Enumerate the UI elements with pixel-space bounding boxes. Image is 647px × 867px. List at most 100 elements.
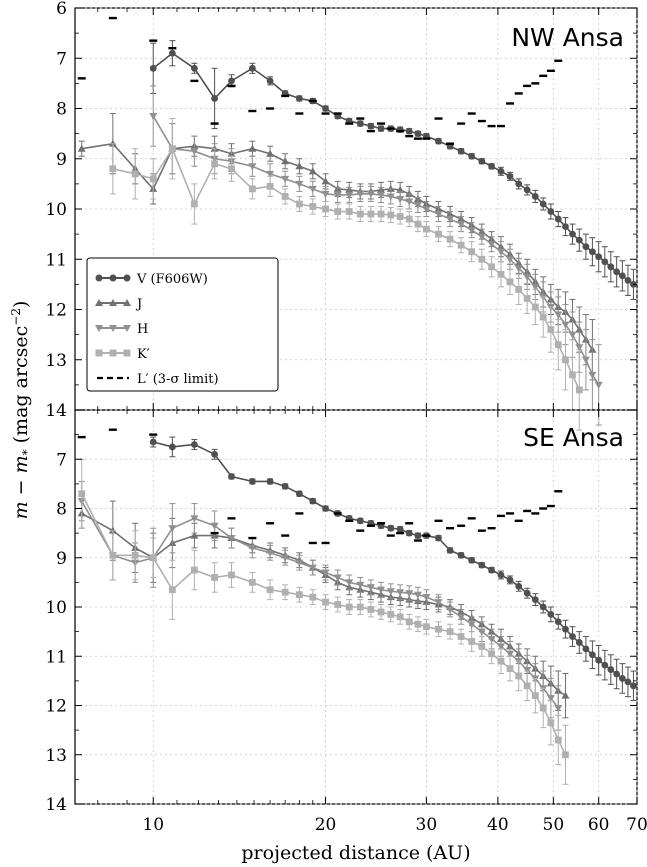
- data-point: [345, 603, 353, 611]
- data-point: [569, 371, 576, 379]
- data-point: [569, 230, 576, 238]
- data-point: [281, 588, 289, 596]
- legend-marker-v: [123, 274, 131, 282]
- data-point: [467, 621, 476, 629]
- legend-marker-k: [109, 349, 117, 357]
- y-axis-title-units-sup: −2: [9, 308, 23, 326]
- data-point: [356, 190, 365, 198]
- data-point: [227, 535, 236, 543]
- data-point: [266, 549, 275, 557]
- x-tick-label: 10: [142, 815, 164, 835]
- data-point: [613, 670, 621, 678]
- legend: V (F606W) J H K′ L′ (3-σ limit): [86, 257, 279, 392]
- data-point: [457, 551, 465, 559]
- x-axis-title: projected distance (AU): [241, 842, 470, 864]
- data-point: [594, 381, 603, 389]
- data-point: [211, 160, 219, 168]
- data-point: [588, 248, 596, 256]
- data-point: [248, 144, 257, 152]
- data-point: [210, 522, 219, 530]
- legend-box: [86, 257, 279, 392]
- data-point: [77, 144, 86, 152]
- data-point: [575, 639, 583, 646]
- x-tick-label: 30: [416, 815, 438, 835]
- legend-marker-k: [95, 349, 103, 357]
- data-point: [601, 661, 609, 669]
- data-point: [514, 265, 523, 273]
- plot-area-nw: [77, 16, 637, 431]
- data-point: [467, 227, 476, 235]
- legend-label-j: J: [135, 297, 142, 312]
- data-point: [295, 180, 304, 188]
- data-point: [506, 665, 514, 672]
- data-point: [446, 546, 454, 554]
- y-tick-label: 8: [56, 500, 67, 520]
- data-point: [506, 278, 514, 286]
- data-point: [248, 578, 256, 586]
- data-point: [228, 77, 235, 85]
- data-point: [131, 170, 139, 178]
- y-axis-title-units-close: ): [10, 301, 32, 308]
- data-point: [546, 695, 555, 703]
- data-point: [396, 613, 404, 621]
- data-point: [478, 157, 486, 165]
- data-point: [168, 49, 176, 57]
- data-point: [377, 608, 385, 616]
- data-point: [377, 586, 386, 594]
- data-point: [356, 581, 365, 589]
- panel-label-se: SE Ansa: [523, 423, 624, 452]
- y-tick-label: 13: [45, 351, 67, 371]
- data-point: [248, 544, 257, 552]
- data-point: [468, 556, 476, 564]
- data-point: [488, 650, 495, 658]
- legend-marker-j: [95, 299, 103, 306]
- data-point: [515, 582, 523, 590]
- legend-entry-j: J: [95, 297, 142, 312]
- data-point: [190, 148, 199, 156]
- data-point: [295, 591, 303, 599]
- data-point: [488, 263, 495, 271]
- panel-se-ansa: 7 8 9 10 11 12 13 14 SE Ansa: [45, 409, 638, 815]
- y-tick-label: 10: [45, 598, 67, 618]
- data-point: [496, 643, 505, 651]
- data-point: [211, 95, 219, 102]
- data-point: [281, 554, 290, 562]
- data-point: [131, 551, 139, 559]
- data-point: [477, 628, 486, 636]
- data-point: [434, 599, 443, 607]
- data-point: [595, 656, 603, 664]
- data-point: [446, 628, 454, 636]
- data-point: [554, 704, 563, 712]
- data-point: [624, 276, 632, 284]
- data-point: [554, 736, 562, 744]
- data-point: [568, 331, 577, 339]
- data-point: [345, 579, 354, 587]
- data-point: [496, 248, 505, 256]
- x-tick-label: 70: [626, 815, 647, 835]
- data-point: [322, 598, 329, 606]
- data-point: [630, 682, 637, 690]
- data-point: [345, 191, 354, 199]
- data-point: [523, 589, 531, 597]
- data-point: [367, 210, 375, 218]
- data-point: [582, 645, 590, 653]
- data-point: [539, 313, 547, 321]
- data-point: [478, 561, 486, 569]
- data-point: [190, 566, 198, 574]
- data-point: [414, 620, 422, 628]
- x-tick-label: 20: [315, 815, 337, 835]
- y-axis-title-main: m − m: [10, 455, 32, 519]
- data-point: [334, 208, 342, 215]
- y-tick-label: 6: [56, 0, 67, 19]
- data-point: [248, 478, 256, 485]
- data-point: [506, 576, 514, 584]
- x-tick-label: 60: [588, 815, 610, 835]
- data-point: [554, 341, 562, 349]
- data-point: [266, 149, 275, 157]
- data-point: [396, 525, 404, 533]
- data-point: [413, 591, 422, 599]
- data-point: [561, 321, 570, 329]
- data-point: [356, 210, 364, 218]
- data-point: [531, 692, 539, 700]
- x-tick-label: 50: [543, 815, 565, 835]
